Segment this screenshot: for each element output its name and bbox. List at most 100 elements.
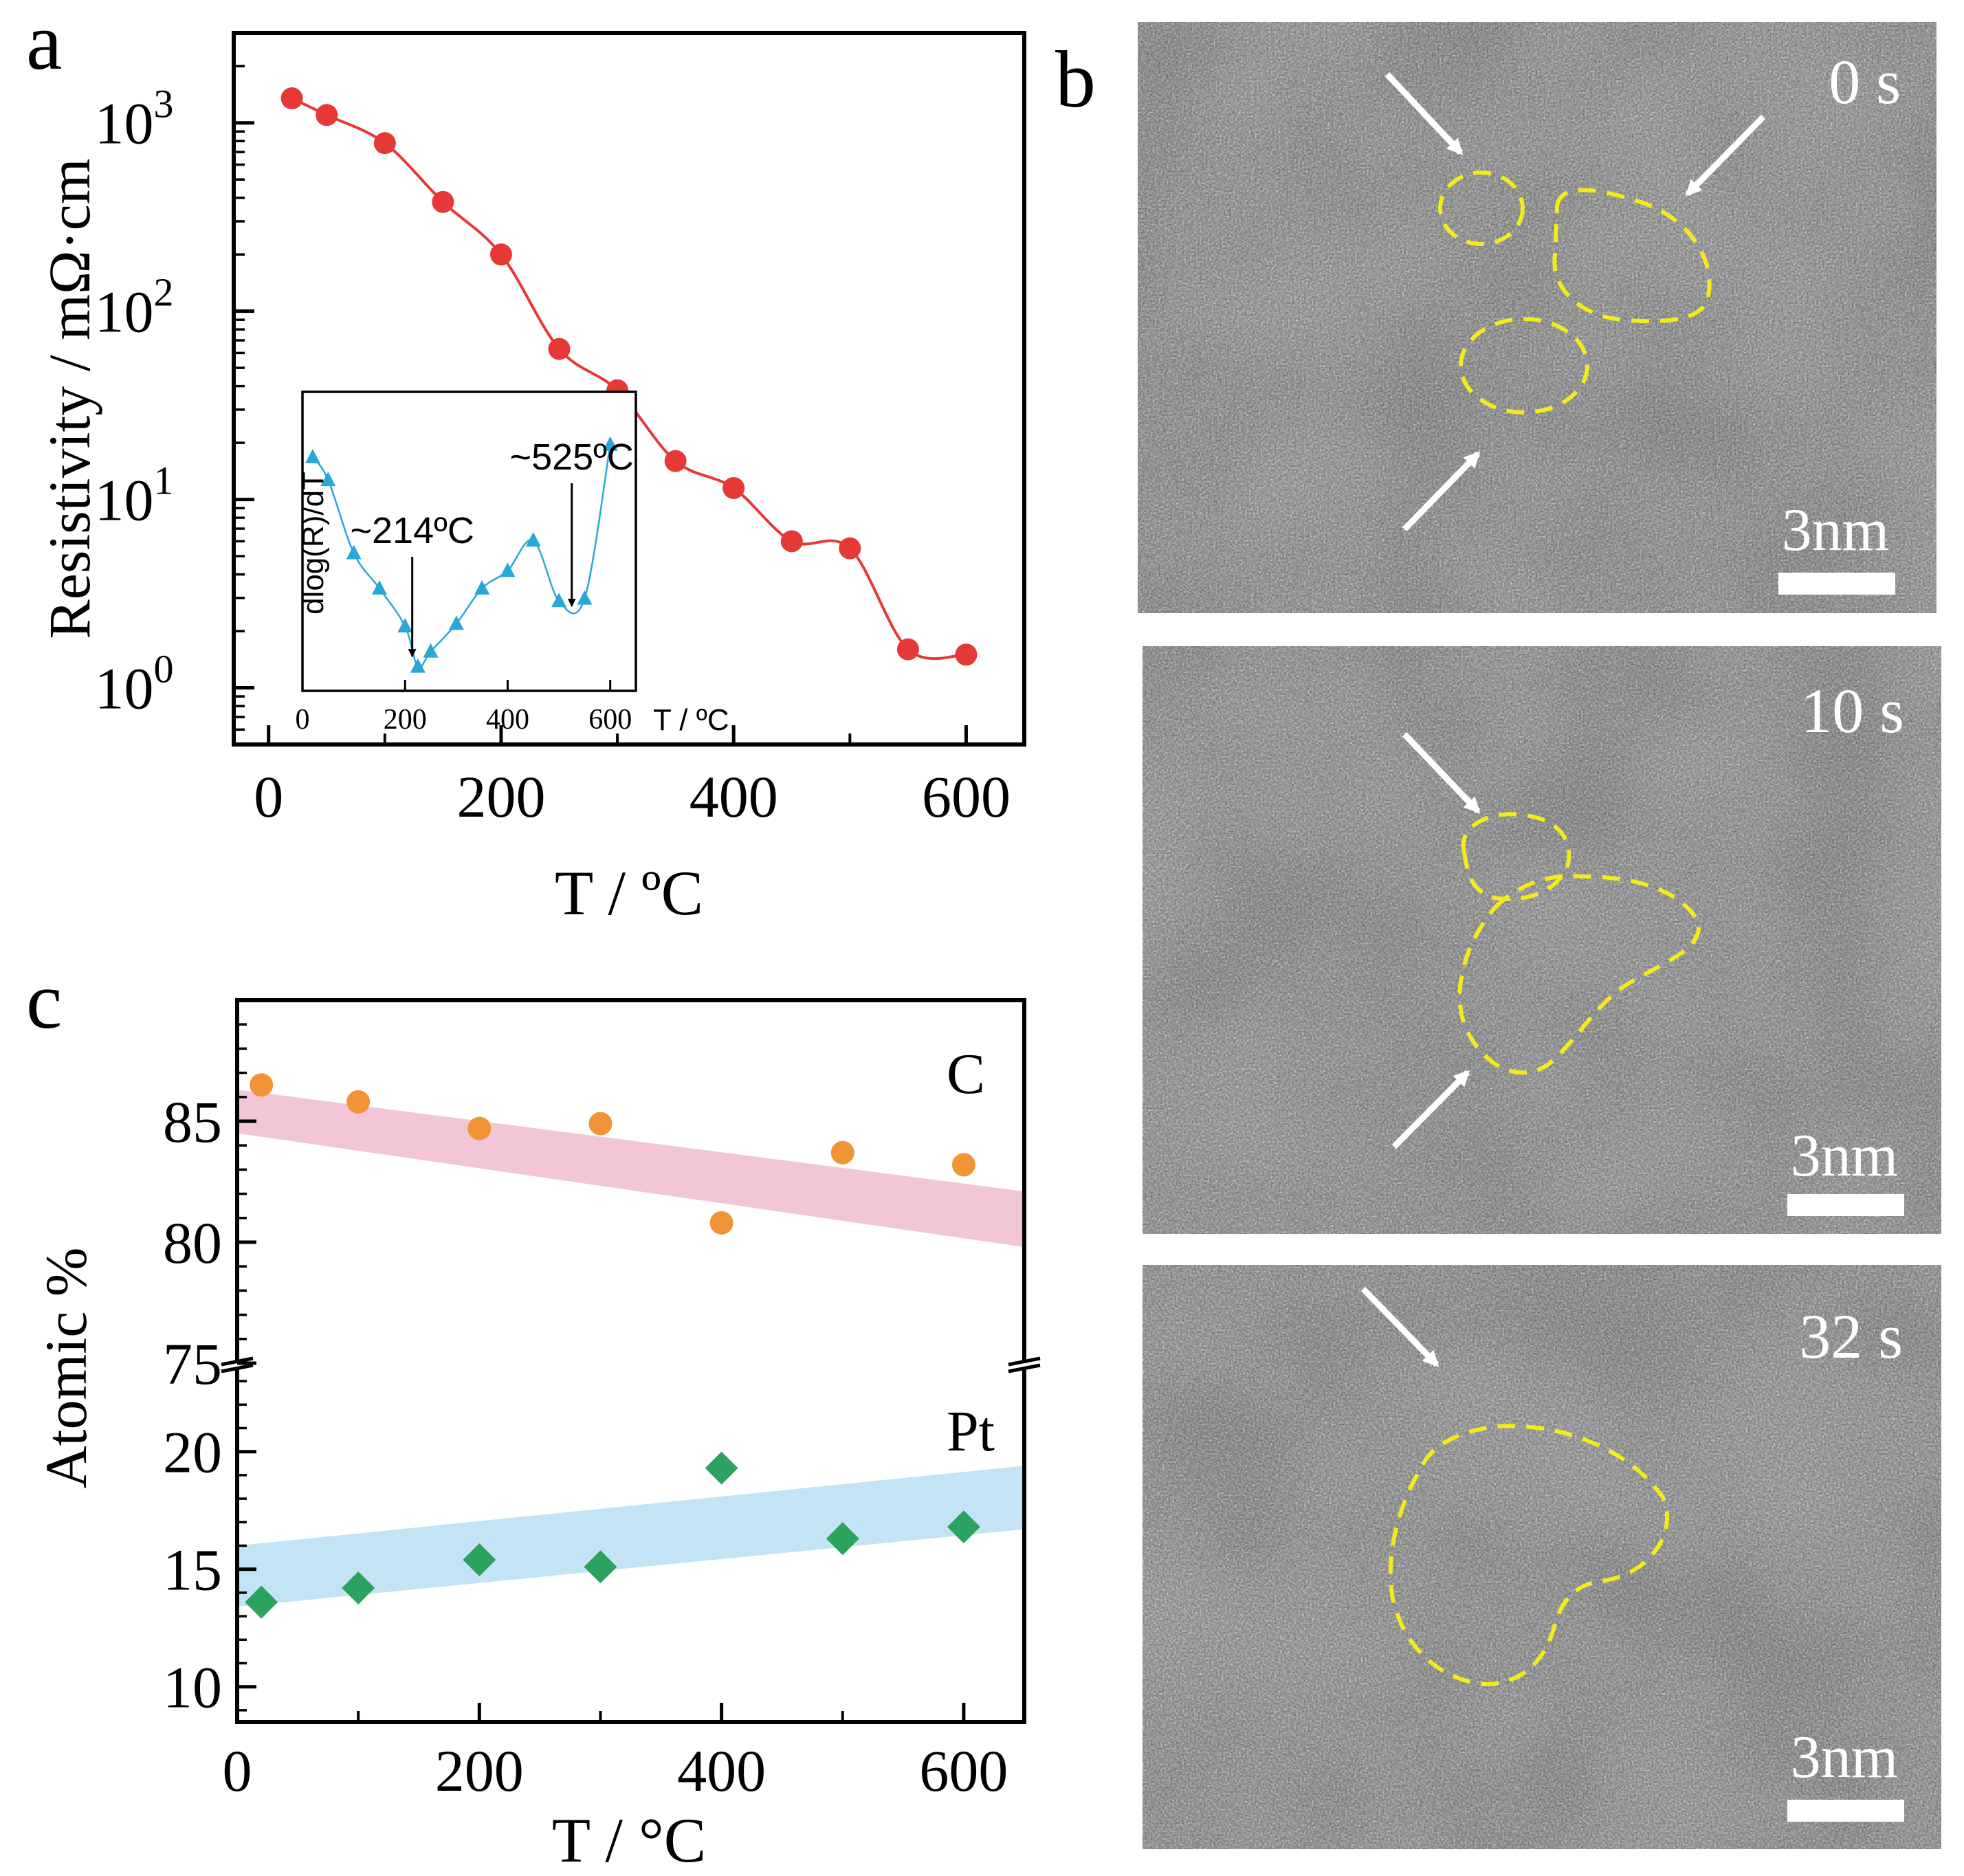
data-point [826, 1522, 859, 1556]
data-point [664, 450, 687, 472]
panel-a-y-tick-labels: 100 101 102 103 [95, 82, 174, 722]
panel-a: a 0 200 400 600 100 101 102 103 T / ºC Resisti… [26, 0, 1026, 928]
scale-bar [1778, 573, 1895, 595]
panel-a-y-axis-label: Resistivity / mΩ·cm [36, 158, 102, 639]
panel-c-label: c [26, 956, 62, 1046]
y-tick-label: 80 [163, 1210, 222, 1276]
inset-x-tick-label: 600 [588, 704, 632, 736]
panel-a-ticks [234, 32, 968, 746]
data-point [423, 643, 439, 658]
data-point [316, 104, 338, 126]
particle-outline [1552, 188, 1712, 324]
inset-frame [301, 390, 637, 692]
scale-bar [1787, 1194, 1904, 1216]
carbon-trend-band [237, 1090, 1024, 1248]
x-tick-label: 400 [677, 1738, 766, 1804]
data-point [951, 1153, 975, 1177]
data-point [489, 243, 512, 266]
data-point [839, 537, 861, 560]
inset-annotations: ~214ºC ~525ºC [350, 437, 634, 658]
x-tick-label: 600 [919, 1738, 1008, 1804]
data-point [705, 1451, 738, 1485]
data-point [320, 472, 336, 487]
arrow-indicator [1685, 114, 1766, 197]
data-point [474, 580, 490, 595]
y-tick-label: 75 [163, 1331, 222, 1397]
data-point [548, 338, 571, 360]
carbon-points [250, 1073, 975, 1235]
panel-b: b 0 s 3nm [1055, 22, 1941, 1849]
y-tick-label: 85 [163, 1089, 222, 1155]
panel-c-x-tick-labels: 0 200 400 600 [223, 1738, 1008, 1804]
tem-image-10s: 10 s 3nm [1143, 646, 1941, 1234]
y-tick-label: 10 [163, 1655, 222, 1721]
arrow-indicator [1402, 731, 1481, 814]
tem-image-32s: 32 s 3nm [1143, 1265, 1941, 1849]
data-point [780, 530, 803, 553]
scale-bar-label: 3nm [1782, 497, 1889, 564]
y-tick-label: 103 [95, 82, 174, 157]
derivative-inset: 0 200 400 600 ~214ºC ~525ºC dlog(R)/dT T / º… [296, 390, 729, 737]
platinum-points [245, 1451, 980, 1619]
panel-a-plot-frame [232, 31, 1026, 747]
inset-x-tick-label: 400 [486, 704, 529, 736]
data-point [346, 544, 362, 560]
particle-outline [1457, 874, 1701, 1075]
tem-time-label: 10 s [1800, 676, 1904, 746]
panel-c-y-axis-label: Atomic % [33, 1247, 99, 1488]
tem-image-0s: 0 s 3nm [1138, 22, 1937, 613]
panel-c-y-tick-labels: 75 80 85 10 15 20 [163, 1089, 222, 1721]
annotation-label: ~214ºC [350, 510, 474, 551]
arrow-indicator [1391, 1070, 1470, 1149]
data-point [955, 643, 978, 666]
x-tick-label: 400 [689, 764, 778, 830]
data-point [305, 449, 320, 464]
inset-x-tick-label: 200 [384, 704, 427, 736]
axis-break-right [1008, 1356, 1041, 1373]
y-tick-label: 101 [95, 459, 174, 533]
data-point [947, 1510, 980, 1544]
data-point [397, 617, 413, 632]
arrow-indicator [1360, 1286, 1439, 1367]
panel-a-label: a [26, 0, 62, 87]
x-tick-label: 0 [254, 764, 283, 830]
inset-x-axis-label: T / ºC [653, 703, 729, 737]
panel-c-x-axis-label: T / °C [552, 1805, 706, 1875]
arrow-indicator [1402, 451, 1481, 532]
data-point [602, 436, 618, 451]
data-point [463, 1543, 496, 1577]
panel-a-x-axis-label: T / ºC [555, 858, 703, 928]
data-point [410, 658, 426, 673]
data-point [500, 562, 516, 577]
platinum-series-label: Pt [947, 1400, 995, 1464]
particle-outline [1388, 1424, 1670, 1687]
annotation-label: ~525ºC [510, 437, 634, 478]
scale-bar-label: 3nm [1791, 1724, 1898, 1791]
x-tick-label: 200 [456, 764, 545, 830]
tem-time-label: 0 s [1829, 47, 1901, 117]
platinum-trend-band [237, 1466, 1024, 1607]
data-point [467, 1116, 492, 1140]
scale-bar [1787, 1800, 1904, 1822]
x-tick-label: 600 [922, 764, 1011, 830]
particle-outline [1459, 317, 1589, 415]
y-tick-label: 100 [95, 647, 174, 722]
x-tick-label: 200 [435, 1738, 524, 1804]
data-point [250, 1073, 274, 1097]
x-tick-label: 0 [223, 1738, 252, 1804]
data-point [896, 638, 919, 661]
data-point [245, 1585, 278, 1619]
y-tick-label: 15 [163, 1537, 222, 1603]
panel-c: c 0 200 400 600 75 80 85 10 15 20 C Pt T / °C At… [26, 956, 1041, 1875]
data-point [342, 1571, 375, 1605]
data-point [709, 1211, 733, 1235]
data-point [584, 1550, 617, 1584]
derivative-points [305, 436, 618, 673]
data-point [551, 593, 567, 608]
data-point [280, 87, 303, 110]
data-point [448, 615, 464, 630]
inset-ticks [301, 680, 612, 691]
panel-a-x-tick-labels: 0 200 400 600 [254, 764, 1011, 830]
panel-b-label: b [1055, 34, 1096, 124]
